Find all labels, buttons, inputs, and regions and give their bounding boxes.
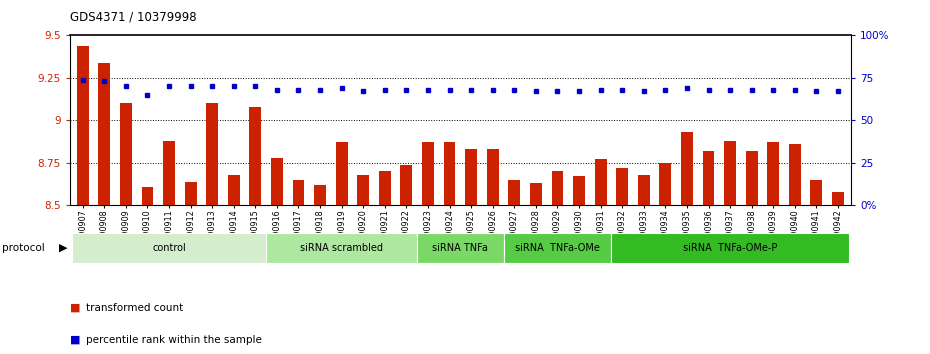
Bar	[228, 175, 240, 205]
Bar	[465, 149, 477, 205]
Bar	[120, 103, 132, 205]
Text: siRNA  TNFa-OMe: siRNA TNFa-OMe	[515, 243, 600, 253]
Bar	[422, 142, 434, 205]
Bar	[832, 192, 844, 205]
Bar	[293, 180, 304, 205]
Text: protocol: protocol	[2, 243, 45, 253]
Bar	[379, 171, 391, 205]
Bar	[271, 158, 283, 205]
Text: control: control	[153, 243, 186, 253]
Bar	[314, 185, 326, 205]
Bar	[163, 141, 175, 205]
Text: ▶: ▶	[59, 243, 67, 253]
Bar	[573, 176, 585, 205]
Bar	[99, 63, 111, 205]
Bar	[746, 151, 758, 205]
Bar	[724, 141, 736, 205]
Bar	[77, 46, 88, 205]
Bar	[702, 151, 714, 205]
Bar	[509, 180, 520, 205]
Bar	[594, 159, 606, 205]
Bar	[659, 163, 671, 205]
Bar	[681, 132, 693, 205]
Text: percentile rank within the sample: percentile rank within the sample	[86, 335, 262, 345]
Bar	[141, 187, 153, 205]
Bar	[617, 168, 628, 205]
Bar	[444, 142, 456, 205]
Bar	[638, 175, 650, 205]
Bar	[503, 233, 611, 263]
Bar	[72, 233, 266, 263]
Bar	[418, 233, 503, 263]
Bar	[530, 183, 542, 205]
Text: GDS4371 / 10379998: GDS4371 / 10379998	[70, 11, 196, 24]
Text: ■: ■	[70, 303, 80, 313]
Bar	[249, 107, 261, 205]
Bar	[401, 165, 412, 205]
Bar	[486, 149, 498, 205]
Text: ■: ■	[70, 335, 80, 345]
Bar	[789, 144, 801, 205]
Bar	[206, 103, 219, 205]
Bar	[357, 175, 369, 205]
Text: siRNA  TNFa-OMe-P: siRNA TNFa-OMe-P	[683, 243, 777, 253]
Bar	[551, 171, 564, 205]
Text: siRNA TNFa: siRNA TNFa	[432, 243, 488, 253]
Bar	[266, 233, 418, 263]
Bar	[611, 233, 849, 263]
Text: transformed count: transformed count	[86, 303, 184, 313]
Bar	[185, 182, 196, 205]
Text: siRNA scrambled: siRNA scrambled	[300, 243, 383, 253]
Bar	[810, 180, 822, 205]
Bar	[336, 142, 348, 205]
Bar	[767, 142, 779, 205]
